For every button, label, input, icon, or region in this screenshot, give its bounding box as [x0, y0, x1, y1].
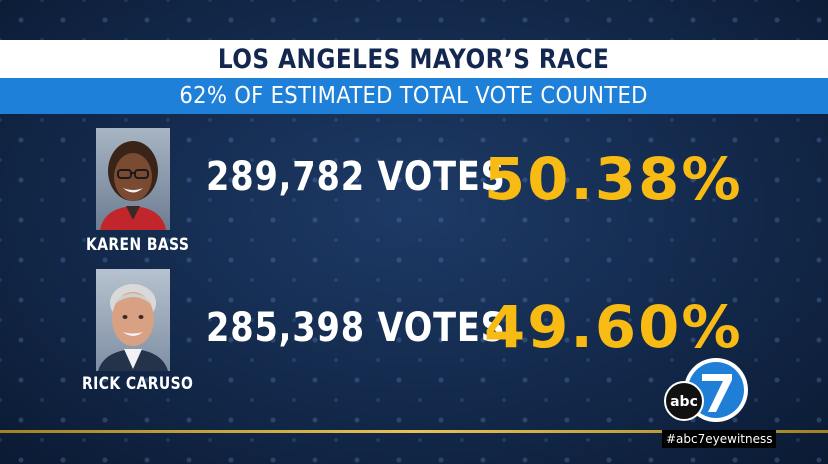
hashtag-label: #abc7eyewitness [662, 430, 777, 448]
candidate-percent: 50.38% [484, 145, 743, 213]
title-bar: LOS ANGELES MAYOR’S RACE [0, 40, 828, 78]
bottom-gold-line [0, 430, 828, 433]
candidate-votes: 285,398 VOTES [206, 305, 506, 351]
candidate-name: KAREN BASS [86, 235, 190, 255]
race-title: LOS ANGELES MAYOR’S RACE [218, 43, 610, 75]
candidate-votes: 289,782 VOTES [206, 154, 506, 200]
vote-counted-subtitle: 62% OF ESTIMATED TOTAL VOTE COUNTED [179, 83, 649, 109]
candidate-percent: 49.60% [484, 293, 743, 361]
candidate-name: RICK CARUSO [82, 374, 194, 394]
candidate-photo-rick-caruso [96, 269, 170, 371]
subtitle-bar: 62% OF ESTIMATED TOTAL VOTE COUNTED [0, 78, 828, 114]
candidate-photo-karen-bass [96, 128, 170, 230]
abc7-logo-icon: abc [664, 356, 748, 426]
abc-logo-text: abc [670, 394, 698, 410]
